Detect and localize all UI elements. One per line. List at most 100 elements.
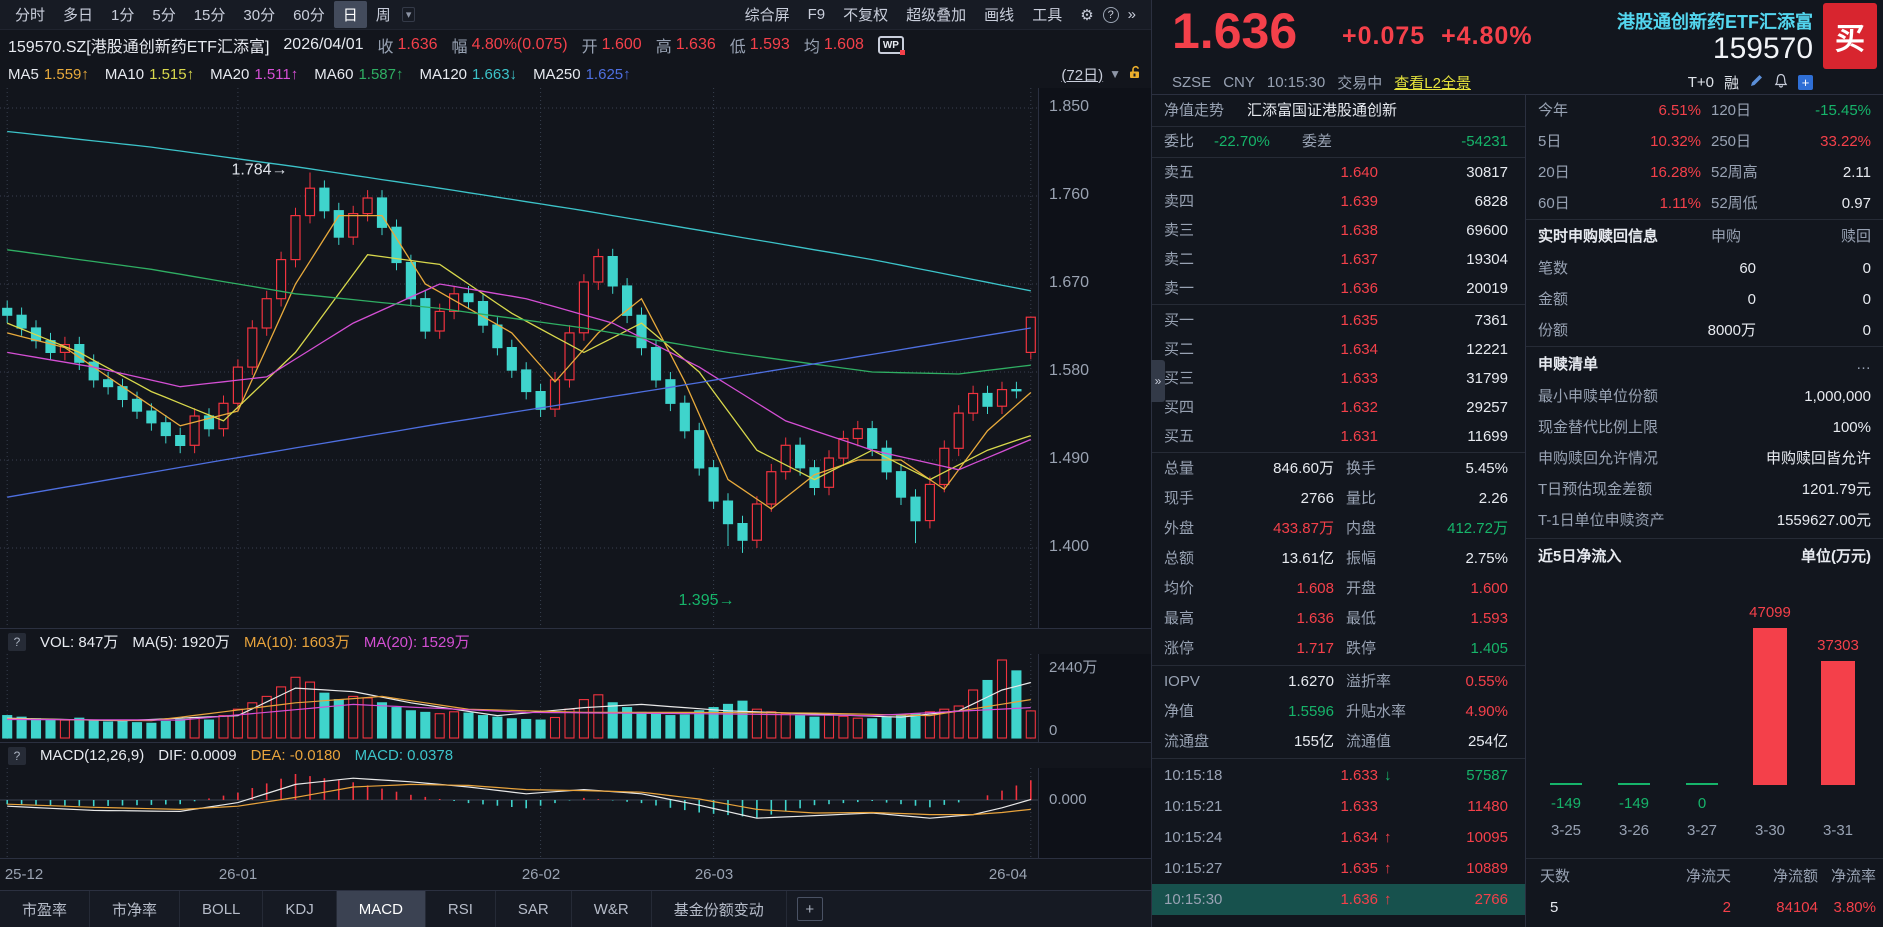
exchange-label: SZSE	[1172, 74, 1212, 91]
menu-item-F9[interactable]: F9	[807, 6, 826, 23]
menu-item-画线[interactable]: 画线	[984, 7, 1015, 24]
period-tab-多日[interactable]: 多日	[63, 7, 94, 24]
ask-row[interactable]: 卖五 1.640 30817	[1152, 158, 1525, 187]
nav-trend-link[interactable]: 净值走势	[1164, 102, 1225, 119]
inflow-bar-value: 0	[1697, 795, 1707, 812]
macd-help-icon[interactable]: ?	[8, 746, 26, 765]
field-value: 4.80%(0.075)	[471, 36, 568, 53]
stat-label: 溢折率	[1346, 673, 1392, 690]
ask-row[interactable]: 卖四 1.639 6828	[1152, 187, 1525, 216]
indicator-tab-市盈率[interactable]: 市盈率	[0, 891, 91, 927]
wp-monitor-icon[interactable]: WP	[877, 36, 905, 55]
add-icon[interactable]: +	[1798, 75, 1813, 90]
ask-price: 1.638	[1340, 222, 1378, 239]
period-tab-1分[interactable]: 1分	[111, 7, 135, 24]
ask-volume: 69600	[1466, 222, 1508, 239]
weibi-label: 委比	[1164, 133, 1195, 150]
legend-part: MACD: 0.0378	[354, 747, 454, 764]
bid-price: 1.635	[1340, 312, 1378, 329]
buy-button[interactable]: 买	[1823, 3, 1877, 69]
more-menu-icon[interactable]: »	[1127, 6, 1136, 23]
stat-label: 最高	[1164, 610, 1195, 627]
ma-label: MA20	[210, 65, 250, 83]
stat-value: 2.26	[1478, 490, 1508, 507]
ma-label: MA60	[314, 65, 354, 83]
tick-row: 10:15:27 1.635 ↑ 10889	[1152, 853, 1525, 884]
tick-row: 10:15:21 1.633 11480	[1152, 791, 1525, 822]
bid-row[interactable]: 买三 1.633 31799	[1152, 364, 1525, 393]
inflow-bar-date: 3-31	[1822, 822, 1854, 839]
redemption-more-icon[interactable]: …	[1856, 356, 1871, 373]
security-name: 港股通创新药ETF汇添富	[1617, 12, 1813, 32]
order-book-panel: 净值走势 汇添富国证港股通创新 委比 -22.70% 委差 -54231 卖五 1.640 30…	[1151, 95, 1525, 927]
perf-value: -15.45%	[1815, 102, 1871, 119]
bid-row[interactable]: 买二 1.634 12221	[1152, 335, 1525, 364]
panel-collapse-handle[interactable]: »	[1151, 360, 1165, 402]
period-tab-5分[interactable]: 5分	[152, 7, 176, 24]
range-group: (72日) ▼	[1061, 64, 1143, 85]
indicator-tab-MACD[interactable]: MACD	[336, 891, 426, 927]
date-tick: 26-04	[988, 866, 1028, 883]
menu-item-工具[interactable]: 工具	[1032, 7, 1063, 24]
indicator-tab-SAR[interactable]: SAR	[496, 891, 572, 927]
range-caret-icon[interactable]: ▼	[1109, 67, 1121, 81]
settings-gear-icon[interactable]: ⚙	[1080, 6, 1094, 24]
unlock-icon[interactable]	[1127, 64, 1143, 84]
price-change: +0.075 +4.80%	[1342, 22, 1533, 51]
tick-volume: 11480	[1467, 798, 1508, 815]
ask-row[interactable]: 卖三 1.638 69600	[1152, 216, 1525, 245]
candlestick-chart[interactable]: 1.784→ 1.395→	[0, 88, 1038, 628]
add-indicator-button[interactable]: +	[796, 897, 823, 921]
range-label[interactable]: (72日)	[1061, 66, 1104, 84]
period-tab-60分[interactable]: 60分	[293, 7, 325, 24]
fund-info-panel: 今年 6.51% 120日 -15.45% 5日 10.32% 250日 33.22% 20日 1…	[1525, 95, 1883, 927]
indicator-tab-KDJ[interactable]: KDJ	[263, 891, 337, 927]
field-value: 1.636	[675, 36, 716, 53]
indicator-tab-RSI[interactable]: RSI	[426, 891, 496, 927]
bid-row[interactable]: 买一 1.635 7361	[1152, 306, 1525, 335]
indicator-tab-市净率[interactable]: 市净率	[90, 891, 181, 927]
tick-price: 1.633	[1340, 798, 1378, 815]
bid-volume: 7361	[1474, 312, 1508, 329]
edit-icon[interactable]	[1749, 73, 1764, 92]
period-dropdown-icon[interactable]: ▾	[401, 7, 416, 22]
period-tab-分时[interactable]: 分时	[15, 7, 46, 24]
field-收: 收 1.636	[377, 33, 437, 57]
period-tab-15分[interactable]: 15分	[193, 7, 226, 24]
ma-item-MA120: MA120 1.663↓	[419, 66, 517, 83]
perf-value: 6.51%	[1658, 102, 1701, 119]
menu-item-不复权[interactable]: 不复权	[843, 7, 889, 24]
summary-header: 净流额	[1772, 868, 1818, 885]
stat-value: 155亿	[1293, 733, 1334, 750]
ask-row[interactable]: 卖一 1.636 20019	[1152, 274, 1525, 303]
indicator-tab-W&R[interactable]: W&R	[572, 891, 652, 927]
field-低: 低 1.593	[730, 33, 790, 57]
bid-row[interactable]: 买五 1.631 11699	[1152, 422, 1525, 451]
legend-part: MACD(12,26,9)	[40, 747, 145, 764]
menu-item-综合屏[interactable]: 综合屏	[744, 7, 790, 24]
volume-chart[interactable]	[0, 654, 1038, 742]
tick-row: 10:15:18 1.633 ↓ 57587	[1152, 760, 1525, 791]
macd-chart[interactable]	[0, 768, 1038, 858]
period-tab-30分[interactable]: 30分	[243, 7, 276, 24]
help-icon[interactable]: ?	[1102, 6, 1119, 23]
redemption-row-value: 1559627.00元	[1776, 512, 1871, 529]
indicator-tab-基金份额变动[interactable]: 基金份额变动	[652, 891, 787, 927]
field-label: 均	[803, 39, 820, 56]
period-tab-周[interactable]: 周	[375, 7, 391, 24]
vol-help-icon[interactable]: ?	[8, 632, 26, 651]
tick-row: 10:15:24 1.634 ↑ 10095	[1152, 822, 1525, 853]
alert-bell-icon[interactable]	[1774, 73, 1788, 92]
indicator-tab-BOLL[interactable]: BOLL	[180, 891, 264, 927]
bid-row[interactable]: 买四 1.632 29257	[1152, 393, 1525, 422]
l2-link[interactable]: 查看L2全景	[1394, 75, 1471, 92]
field-label: 开	[581, 39, 598, 56]
inflow-bar-value: 47099	[1749, 604, 1791, 621]
subscription-row-label: 份额	[1538, 322, 1569, 339]
menu-item-超级叠加[interactable]: 超级叠加	[906, 7, 967, 24]
ask-row[interactable]: 卖二 1.637 19304	[1152, 245, 1525, 274]
period-tab-日[interactable]: 日	[333, 1, 367, 28]
tick-arrow-icon: ↓	[1384, 767, 1392, 784]
last-price: 1.636	[1172, 3, 1298, 59]
inflow-bar-date: 3-25	[1550, 822, 1582, 839]
